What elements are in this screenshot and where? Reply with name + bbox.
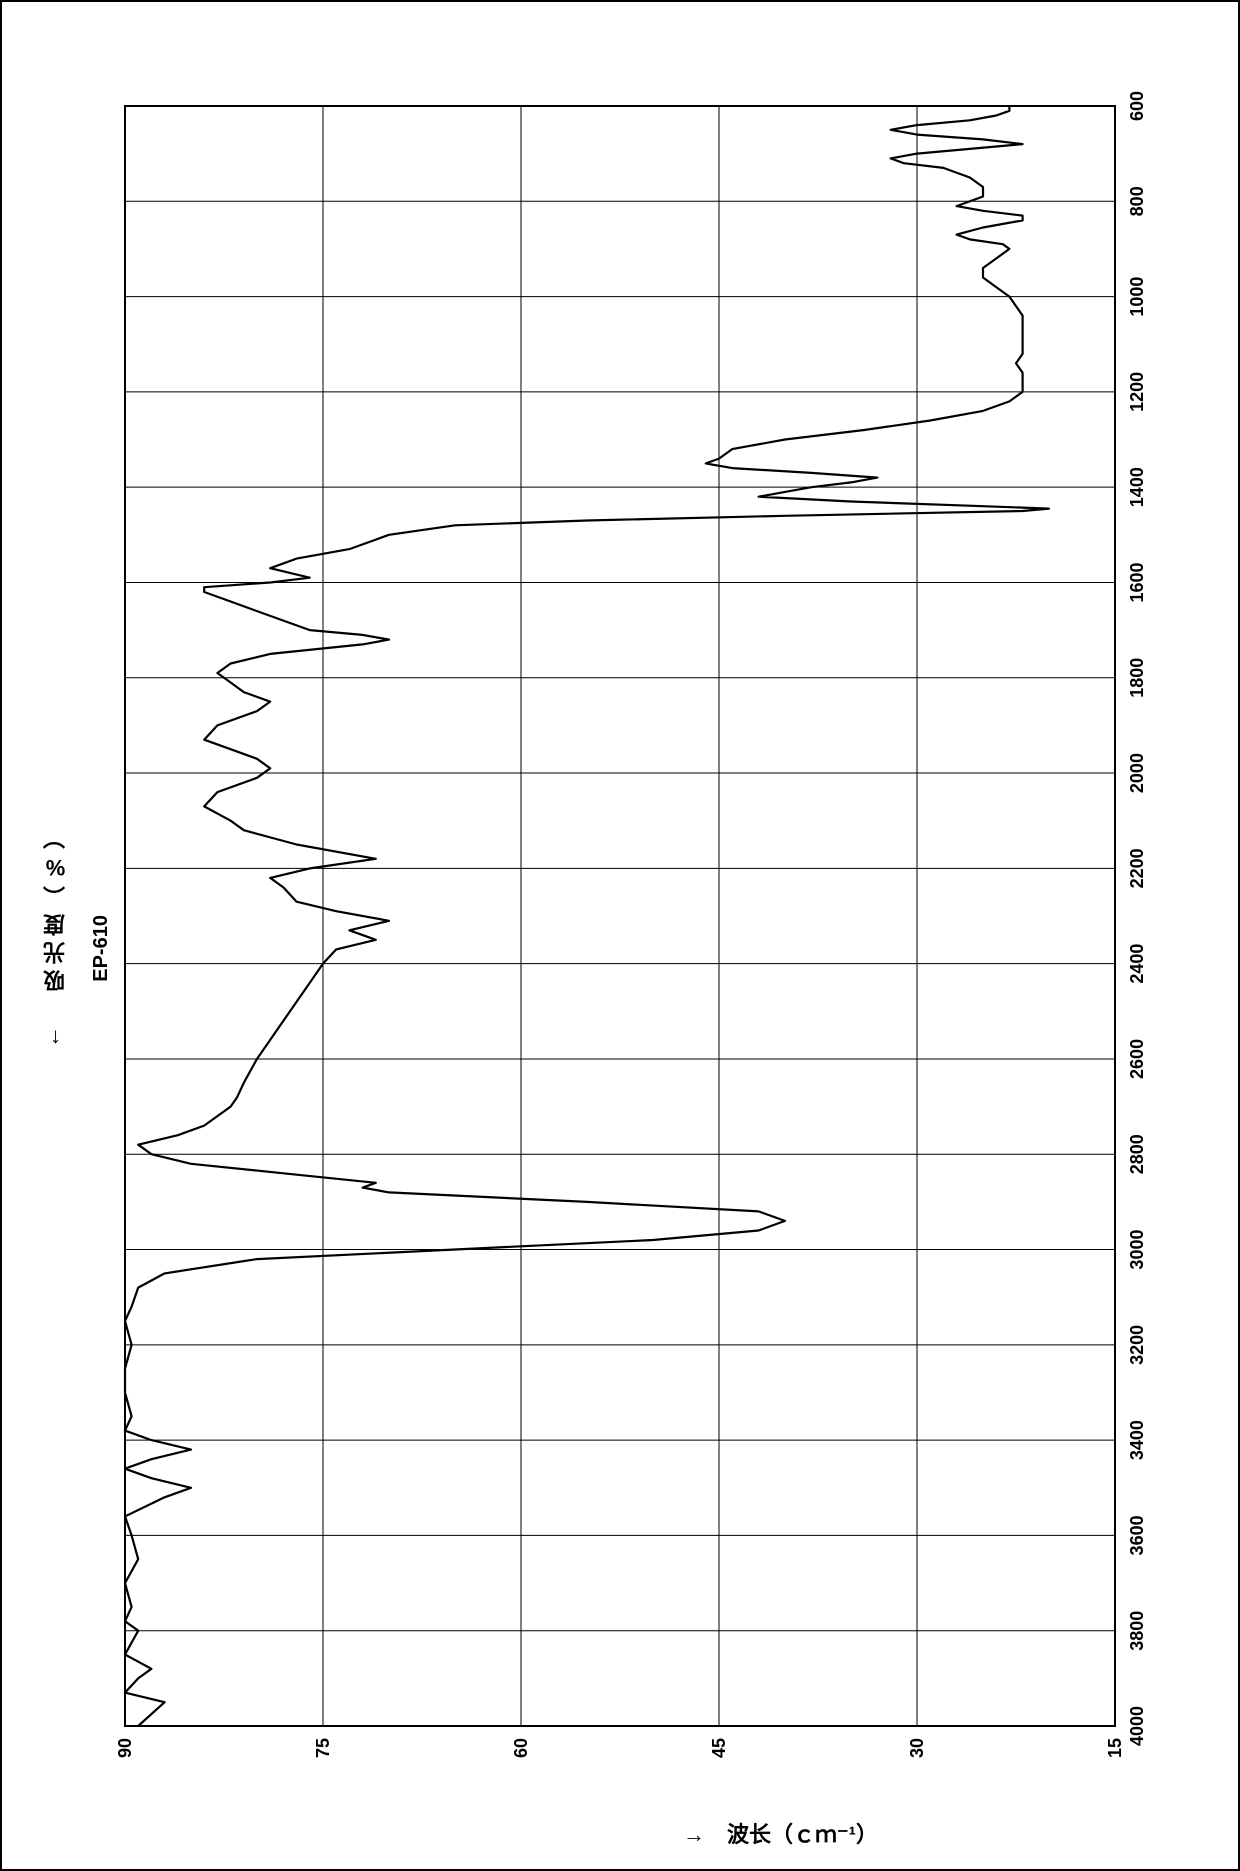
y-tick-label: 15 — [1105, 1738, 1125, 1758]
x-tick-label: 2400 — [1127, 943, 1147, 983]
y-tick-label: 45 — [709, 1738, 729, 1758]
x-tick-label: 3400 — [1127, 1420, 1147, 1460]
x-tick-label: 3200 — [1127, 1324, 1147, 1364]
y-tick-label: 30 — [907, 1738, 927, 1758]
x-tick-label: 1200 — [1127, 371, 1147, 411]
x-tick-label: 1000 — [1127, 276, 1147, 316]
y-tick-label: 75 — [313, 1738, 333, 1758]
x-tick-label: 800 — [1127, 186, 1147, 216]
chart-rotated-wrapper: EP-610 4000 3800 3600 3400 3200 3000 2800 2600 24… — [65, 76, 1175, 1796]
x-tick-label: 4000 — [1127, 1705, 1147, 1745]
page-frame: ↑ 吸光度（%） → 波长（ｃｍ⁻¹） EP-61040003800360034… — [0, 0, 1240, 1871]
x-tick-label: 2200 — [1127, 848, 1147, 888]
x-tick-label: 2800 — [1127, 1134, 1147, 1174]
x-tick-label: 1600 — [1127, 562, 1147, 602]
x-tick-label: 600 — [1127, 90, 1147, 120]
x-tick-label: 2600 — [1127, 1038, 1147, 1078]
x-tick-label: 1400 — [1127, 467, 1147, 507]
chart-title: EP-610 — [90, 915, 112, 982]
x-tick-label: 2000 — [1127, 753, 1147, 793]
y-tick-label: 90 — [115, 1738, 135, 1758]
x-tick-label: 3600 — [1127, 1515, 1147, 1555]
y-tick-label: 60 — [511, 1738, 531, 1758]
x-tick-label: 1800 — [1127, 657, 1147, 697]
x-tick-label: 3800 — [1127, 1610, 1147, 1650]
spectrum-chart: EP-610 4000 3800 3600 3400 3200 3000 2800 2600 24… — [65, 76, 1175, 1796]
x-axis-label: → 波长（ｃｍ⁻¹） — [683, 1817, 878, 1849]
x-tick-label: 3000 — [1127, 1229, 1147, 1269]
